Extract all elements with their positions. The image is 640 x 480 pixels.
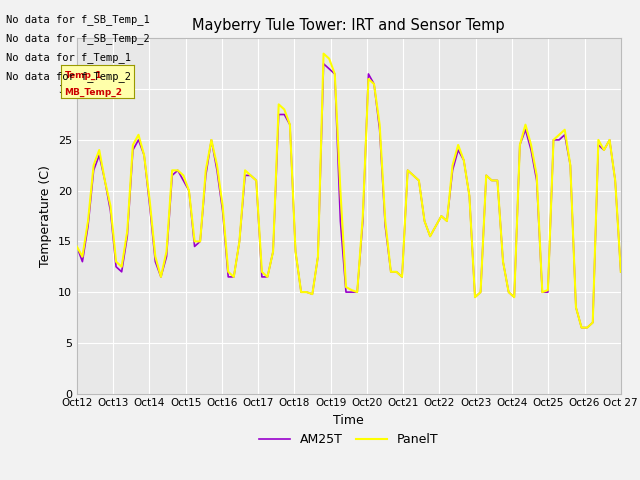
Line: AM25T: AM25T <box>77 64 621 328</box>
PanelT <box>73 243 81 249</box>
AM25T <box>420 218 428 224</box>
Text: No data for f_Temp_1: No data for f_Temp_1 <box>6 52 131 63</box>
PanelT <box>381 218 389 224</box>
PanelT <box>493 178 501 183</box>
PanelT <box>617 269 625 275</box>
PanelT <box>420 218 428 224</box>
AM25T <box>493 178 501 183</box>
Y-axis label: Temperature (C): Temperature (C) <box>39 165 52 267</box>
Text: No data for f_SB_Temp_1: No data for f_SB_Temp_1 <box>6 13 150 24</box>
Text: MB_Temp_2: MB_Temp_2 <box>65 87 122 96</box>
AM25T <box>337 218 344 224</box>
Text: Temp_1: Temp_1 <box>65 71 102 80</box>
Line: PanelT: PanelT <box>77 54 621 328</box>
PanelT <box>320 51 328 57</box>
Legend: AM25T, PanelT: AM25T, PanelT <box>254 428 444 451</box>
Text: No data for f_Temp_2: No data for f_Temp_2 <box>6 71 131 82</box>
AM25T <box>320 61 328 67</box>
AM25T <box>73 243 81 249</box>
AM25T <box>617 269 625 275</box>
PanelT <box>118 264 125 270</box>
X-axis label: Time: Time <box>333 414 364 427</box>
Title: Mayberry Tule Tower: IRT and Sensor Temp: Mayberry Tule Tower: IRT and Sensor Temp <box>193 18 505 33</box>
Text: No data for f_SB_Temp_2: No data for f_SB_Temp_2 <box>6 33 150 44</box>
PanelT <box>107 203 115 209</box>
PanelT <box>337 188 344 193</box>
PanelT <box>578 325 586 331</box>
AM25T <box>578 325 586 331</box>
AM25T <box>107 208 115 214</box>
AM25T <box>118 269 125 275</box>
AM25T <box>381 223 389 229</box>
